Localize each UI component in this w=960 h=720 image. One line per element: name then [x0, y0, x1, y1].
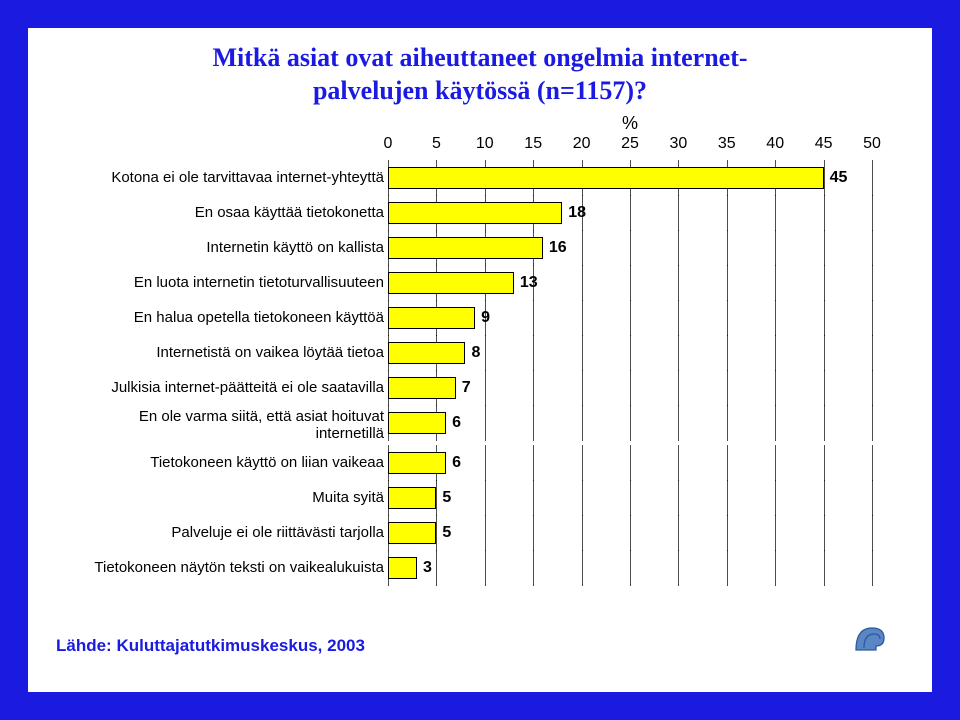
title-line-2: palvelujen käytössä (n=1157)?	[313, 76, 647, 105]
bar-value: 18	[568, 204, 586, 222]
x-tick: 10	[476, 135, 494, 153]
bar-value: 3	[423, 559, 432, 577]
bar-cell: 5	[388, 519, 872, 547]
category-label: Internetistä on vaikea löytää tietoa	[88, 339, 388, 367]
x-tick: 25	[621, 135, 639, 153]
bar-cell: 16	[388, 234, 872, 262]
bar-value: 5	[442, 489, 451, 507]
category-label: En halua opetella tietokoneen käyttöä	[88, 304, 388, 332]
footer-logo	[854, 624, 888, 654]
bar-cell: 8	[388, 339, 872, 367]
x-tick: 20	[573, 135, 591, 153]
bar-value: 5	[442, 524, 451, 542]
bar-value: 6	[452, 414, 461, 432]
chart-title: Mitkä asiat ovat aiheuttaneet ongelmia i…	[88, 42, 872, 107]
bar-cell: 9	[388, 304, 872, 332]
bar	[388, 487, 436, 509]
bar	[388, 412, 446, 434]
bar-value: 6	[452, 454, 461, 472]
bar	[388, 342, 465, 364]
category-label: En luota internetin tietoturvallisuuteen	[88, 269, 388, 297]
chart: % 05101520253035404550 Kotona ei ole tar…	[88, 115, 872, 582]
bar	[388, 272, 514, 294]
bar	[388, 167, 824, 189]
x-tick: 0	[384, 135, 393, 153]
category-label: Internetin käyttö on kallista	[88, 234, 388, 262]
bar	[388, 307, 475, 329]
slide: Mitkä asiat ovat aiheuttaneet ongelmia i…	[0, 0, 960, 720]
bar-cell: 45	[388, 164, 872, 192]
category-label: Tietokoneen käyttö on liian vaikeaa	[88, 449, 388, 477]
bar	[388, 557, 417, 579]
x-tick: 15	[524, 135, 542, 153]
category-label: Tietokoneen näytön teksti on vaikealukui…	[88, 554, 388, 582]
x-tick: 50	[863, 135, 881, 153]
bar	[388, 377, 456, 399]
bar-value: 16	[549, 239, 567, 257]
category-label: Julkisia internet-päätteitä ei ole saata…	[88, 374, 388, 402]
bar	[388, 237, 543, 259]
bar-cell: 5	[388, 484, 872, 512]
x-tick: 30	[669, 135, 687, 153]
bar	[388, 202, 562, 224]
category-label: Muita syitä	[88, 484, 388, 512]
bar	[388, 522, 436, 544]
axis-unit-label: %	[622, 113, 638, 134]
bar-value: 9	[481, 309, 490, 327]
bar-cell: 18	[388, 199, 872, 227]
bar-cell: 7	[388, 374, 872, 402]
bar	[388, 452, 446, 474]
x-tick: 5	[432, 135, 441, 153]
bar-cell: 13	[388, 269, 872, 297]
x-tick: 45	[815, 135, 833, 153]
category-label: En ole varma siitä, että asiat hoituvat …	[88, 409, 388, 442]
category-label: Kotona ei ole tarvittavaa internet-yhtey…	[88, 164, 388, 192]
logo-icon	[854, 624, 888, 654]
x-axis: % 05101520253035404550	[388, 115, 872, 157]
bar-cell: 3	[388, 554, 872, 582]
bar-cell: 6	[388, 449, 872, 477]
category-label: Palveluje ei ole riittävästi tarjolla	[88, 519, 388, 547]
chart-grid: % 05101520253035404550 Kotona ei ole tar…	[88, 115, 872, 582]
source-footer: Lähde: Kuluttajatutkimuskeskus, 2003	[56, 636, 365, 656]
axis-spacer	[88, 115, 388, 157]
bar-value: 8	[471, 344, 480, 362]
x-tick: 35	[718, 135, 736, 153]
category-label: En osaa käyttää tietokonetta	[88, 199, 388, 227]
title-line-1: Mitkä asiat ovat aiheuttaneet ongelmia i…	[212, 43, 747, 72]
bar-value: 45	[830, 169, 848, 187]
bar-value: 13	[520, 274, 538, 292]
bar-value: 7	[462, 379, 471, 397]
bar-cell: 6	[388, 409, 872, 437]
x-tick: 40	[766, 135, 784, 153]
